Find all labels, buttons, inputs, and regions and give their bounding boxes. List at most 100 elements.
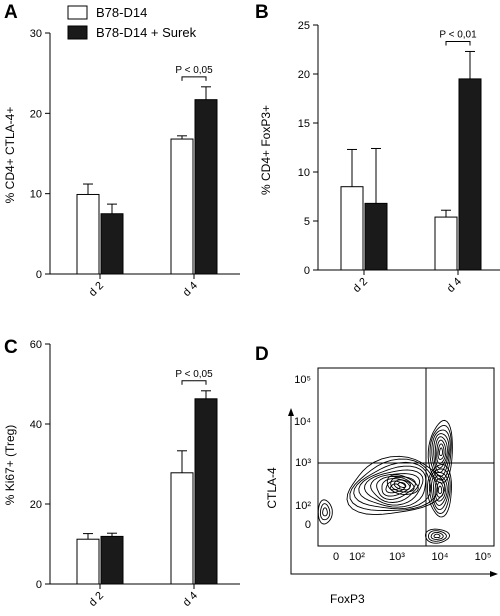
x-axis-arrow [490,571,498,577]
contour-line [428,468,451,514]
bar [76,538,100,585]
x-tick-label: d 2 [87,280,106,299]
bar [364,202,388,271]
y-tick-label: 10⁵ [294,374,311,386]
y-tick-label: 0 [304,265,310,277]
y-tick-label: 60 [30,339,42,351]
y-tick-label: 10² [295,500,311,512]
x-tick-label: 10² [349,551,365,563]
y-tick-label: 15 [298,118,310,130]
contour-line [432,474,448,506]
significance-label: P < 0,05 [175,65,213,76]
contour-line [353,461,432,510]
contour-line [431,471,450,511]
y-tick-label: 5 [304,216,310,228]
contour-line [434,478,446,502]
panel-letter: C [4,337,18,358]
legend-swatch-white [67,5,88,20]
bar [76,193,100,275]
plot-frame [317,367,495,547]
chart-panel-c: C % Ki67+ (Treg) 0 20 40 60 d 2 d 4 P < 0,05 [3,337,240,609]
plot-area: 0 5 10 15 20 25 d 2 d 4 P < 0,01 [298,20,500,295]
y-tick-labels: 10⁵ 10⁴ 10³ 10² 0 [294,374,311,531]
contour-line [370,473,421,503]
y-tick-label: 25 [298,20,310,32]
contour-line [319,503,331,521]
contour-plot [317,419,453,544]
y-tick-label: 0 [36,269,42,281]
bar [194,99,218,275]
y-tick-label: 10³ [295,457,311,469]
x-tick-label: 10⁵ [475,551,492,563]
bar [194,398,218,585]
y-axis-title: % Ki67+ (Treg) [3,425,17,506]
contour-line [390,476,415,493]
contour-line [425,528,450,544]
x-tick-label: 0 [333,551,339,563]
x-tick-label: d 4 [181,590,200,609]
contour-line [438,447,443,457]
y-axis-title: CTLA-4 [265,467,279,509]
y-tick-label: 10 [298,167,310,179]
significance-bracket [181,380,207,385]
y-axis-title: % CD4+ CTLA-4+ [3,107,17,204]
plot-area: 0 10 20 30 d 2 d 4 P < 0,05 [30,28,240,299]
y-tick-label: 20 [30,108,42,120]
panel-letter: B [255,2,269,23]
bar [458,78,482,271]
contour-line [436,439,447,465]
chart-panel-b: B % CD4+ FoxP3+ 0 5 10 15 20 25 d 2 d 4 P < 0,01 [255,2,500,295]
y-tick-label: 10 [30,189,42,201]
contour-line [346,455,446,516]
legend-label: B78-D14 + Surek [96,25,197,40]
significance-bracket [181,76,207,81]
bar [170,472,194,585]
y-axis-title: % CD4+ FoxP3+ [259,105,273,195]
bar [100,535,124,585]
x-tick-label: 10⁴ [432,551,449,563]
panel-letter: A [4,2,18,23]
contour-line [429,424,452,481]
plot-area: 0 20 40 60 d 2 d 4 P < 0,05 [30,339,240,609]
contour-line [349,458,439,511]
contour-line [364,469,424,506]
y-tick-label: 0 [305,519,311,531]
y-tick-label: 0 [36,579,42,591]
bar [170,138,194,275]
panel-letter: D [255,344,269,365]
legend-swatch-black [67,25,88,40]
contour-line [430,531,444,540]
contour-line [358,465,427,508]
contour-line [386,474,419,495]
contour-line [385,480,406,494]
contour-line [427,530,447,542]
contour-line [393,479,411,491]
contour-line [433,533,441,539]
chart-panel-d: D CTLA-4 FoxP3 10⁵ 10⁴ 10³ 10² 0 0 10² 1… [255,344,498,606]
contour-line [437,443,445,460]
x-tick-label: d 4 [445,276,464,295]
chart-panel-a: A % CD4+ CTLA-4+ 0 10 20 30 d 2 d 4 P < 0,05 [3,2,240,299]
x-tick-label: d 2 [87,590,106,609]
contour-line [322,507,328,517]
y-tick-label: 20 [30,499,42,511]
contour-line [426,463,452,518]
x-tick-labels: 0 10² 10³ 10⁴ 10⁵ [333,551,491,563]
contour-line [397,482,407,488]
bar [100,213,124,275]
contour-line [431,429,451,477]
y-axis-arrow [288,408,294,416]
x-axis-title: FoxP3 [330,592,365,606]
contour-line [436,481,445,498]
bar [340,186,364,271]
significance-bracket [445,40,471,46]
significance-label: P < 0,05 [175,369,213,380]
contour-line [433,433,450,473]
y-tick-label: 30 [30,28,42,40]
y-tick-label: 20 [298,69,310,81]
contour-line [389,483,401,491]
y-tick-label: 10⁴ [294,416,311,428]
x-tick-label: 10³ [389,551,405,563]
axes-frame [290,412,494,575]
